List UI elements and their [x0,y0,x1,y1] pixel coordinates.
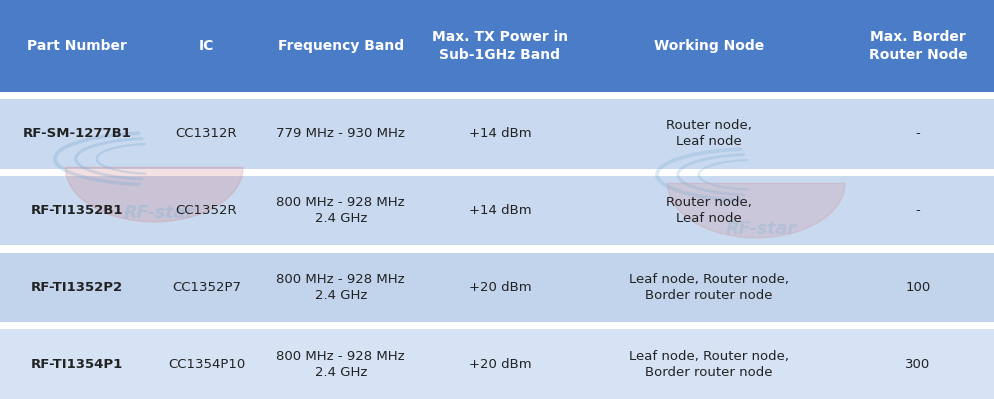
Text: CC1352P7: CC1352P7 [172,281,241,294]
Text: Leaf node, Router node,
Border router node: Leaf node, Router node, Border router no… [628,273,788,302]
FancyBboxPatch shape [577,329,840,399]
FancyBboxPatch shape [0,0,154,92]
Text: RF-star: RF-star [123,204,195,222]
Text: Router node,
Leaf node: Router node, Leaf node [665,196,751,225]
Text: CC1352R: CC1352R [176,204,237,217]
Text: +20 dBm: +20 dBm [468,281,531,294]
FancyBboxPatch shape [154,99,258,168]
FancyBboxPatch shape [154,176,258,245]
FancyBboxPatch shape [0,322,994,329]
FancyBboxPatch shape [577,0,840,92]
Text: +14 dBm: +14 dBm [468,127,531,140]
Text: CC1312R: CC1312R [176,127,237,140]
FancyBboxPatch shape [577,176,840,245]
FancyBboxPatch shape [422,99,577,168]
FancyBboxPatch shape [840,99,994,168]
FancyBboxPatch shape [0,245,994,253]
Text: 800 MHz - 928 MHz
2.4 GHz: 800 MHz - 928 MHz 2.4 GHz [276,196,405,225]
Text: 100: 100 [905,281,929,294]
Text: RF-TI1354P1: RF-TI1354P1 [31,358,123,371]
Text: RF-star: RF-star [725,220,796,238]
Text: -: - [914,127,919,140]
Text: Leaf node, Router node,
Border router node: Leaf node, Router node, Border router no… [628,350,788,379]
Text: Part Number: Part Number [27,39,127,53]
FancyBboxPatch shape [258,176,422,245]
Text: -: - [914,204,919,217]
Text: Working Node: Working Node [653,39,763,53]
FancyBboxPatch shape [258,0,422,92]
FancyBboxPatch shape [0,99,154,168]
Text: Max. Border
Router Node: Max. Border Router Node [868,30,966,61]
FancyBboxPatch shape [422,329,577,399]
FancyBboxPatch shape [0,168,994,176]
FancyBboxPatch shape [154,0,258,92]
Text: 800 MHz - 928 MHz
2.4 GHz: 800 MHz - 928 MHz 2.4 GHz [276,273,405,302]
FancyBboxPatch shape [154,253,258,322]
FancyBboxPatch shape [840,329,994,399]
FancyBboxPatch shape [258,99,422,168]
Text: RF-SM-1277B1: RF-SM-1277B1 [23,127,131,140]
FancyBboxPatch shape [258,329,422,399]
FancyBboxPatch shape [154,329,258,399]
Text: 779 MHz - 930 MHz: 779 MHz - 930 MHz [276,127,405,140]
Text: IC: IC [199,39,214,53]
Text: 800 MHz - 928 MHz
2.4 GHz: 800 MHz - 928 MHz 2.4 GHz [276,350,405,379]
Text: Frequency Band: Frequency Band [277,39,404,53]
Text: RF-TI1352P2: RF-TI1352P2 [31,281,123,294]
FancyBboxPatch shape [840,0,994,92]
Text: RF-TI1352B1: RF-TI1352B1 [31,204,123,217]
Text: +20 dBm: +20 dBm [468,358,531,371]
FancyBboxPatch shape [0,329,154,399]
FancyBboxPatch shape [258,253,422,322]
FancyBboxPatch shape [577,253,840,322]
Polygon shape [66,168,243,222]
Text: Max. TX Power in
Sub-1GHz Band: Max. TX Power in Sub-1GHz Band [431,30,568,61]
FancyBboxPatch shape [422,176,577,245]
Polygon shape [667,184,844,238]
Text: CC1354P10: CC1354P10 [168,358,245,371]
Text: +14 dBm: +14 dBm [468,204,531,217]
FancyBboxPatch shape [840,176,994,245]
FancyBboxPatch shape [840,253,994,322]
Text: 300: 300 [905,358,929,371]
FancyBboxPatch shape [577,99,840,168]
FancyBboxPatch shape [0,92,994,99]
FancyBboxPatch shape [422,253,577,322]
Text: Router node,
Leaf node: Router node, Leaf node [665,119,751,148]
FancyBboxPatch shape [0,176,154,245]
FancyBboxPatch shape [422,0,577,92]
FancyBboxPatch shape [0,253,154,322]
